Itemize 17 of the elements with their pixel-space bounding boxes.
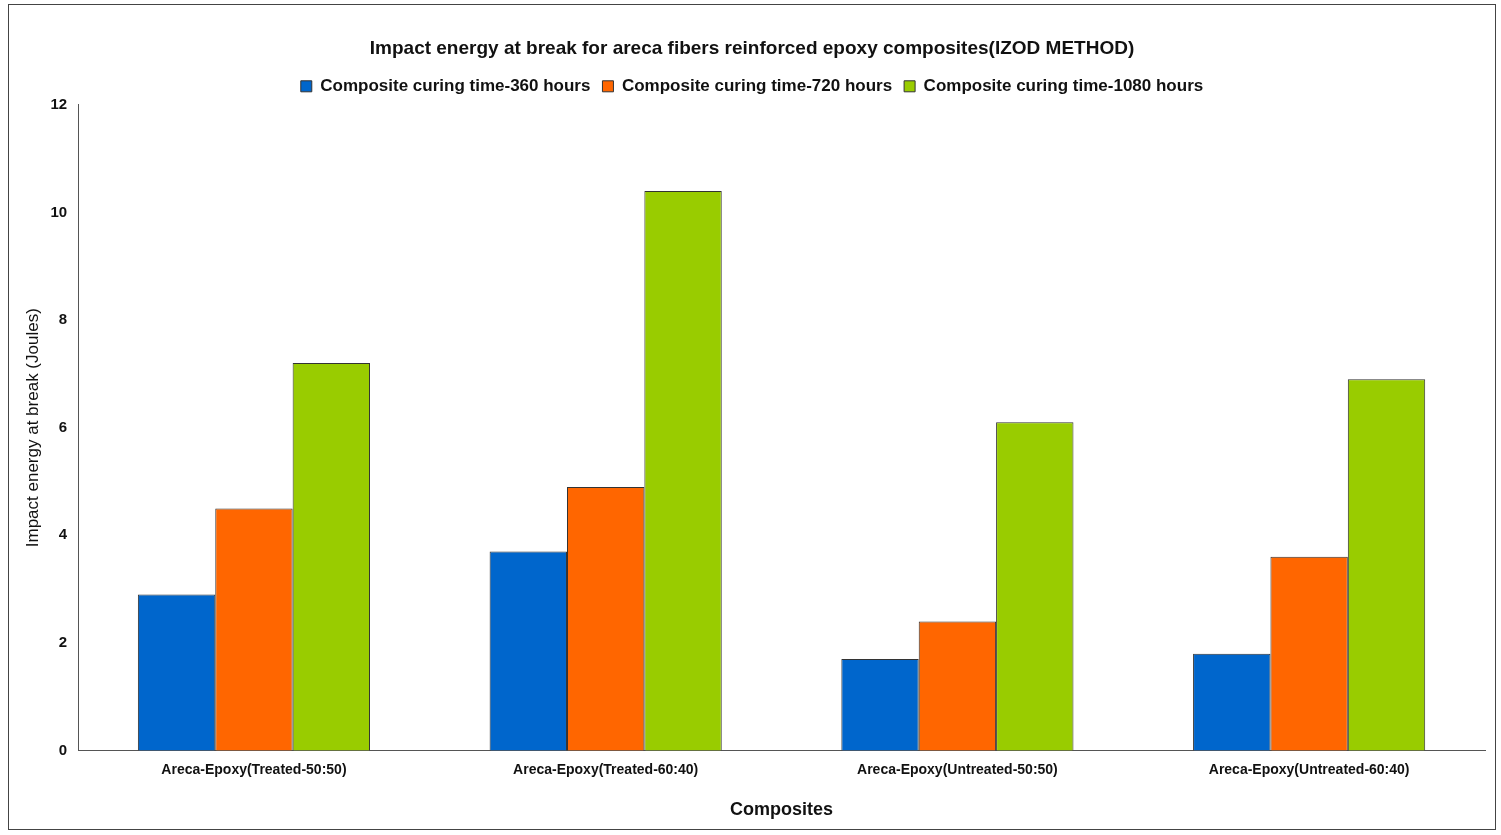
y-tick-label: 8 — [58, 310, 68, 328]
x-tick-label: Areca-Epoxy(Untreated-60:40) — [1208, 760, 1410, 777]
y-tick-label: 10 — [50, 202, 68, 220]
x-axis-title: Composites — [730, 799, 834, 820]
x-tick-label: Areca-Epoxy(Untreated-50:50) — [857, 760, 1058, 777]
y-axis-title: Impact energy at break (Joules) — [22, 308, 42, 548]
legend-label: Composite curing time-720 hours — [621, 75, 893, 95]
y-tick-label: 6 — [58, 417, 68, 435]
legend-label: Composite curing time-360 hours — [320, 75, 591, 95]
y-tick-label: 12 — [50, 94, 68, 112]
x-tick-label: Areca-Epoxy(Treated-60:40) — [513, 760, 699, 777]
y-tick-label: 0 — [58, 740, 68, 758]
chart-title: Impact energy at break for areca fibers reinforced epoxy composites(IZOD METHOD) — [369, 36, 1135, 58]
x-tick-label: Areca-Epoxy(Treated-50:50) — [161, 760, 347, 777]
y-tick-label: 4 — [58, 525, 68, 543]
legend-label: Composite curing time-1080 hours — [923, 75, 1204, 95]
y-tick-label: 2 — [58, 633, 68, 651]
